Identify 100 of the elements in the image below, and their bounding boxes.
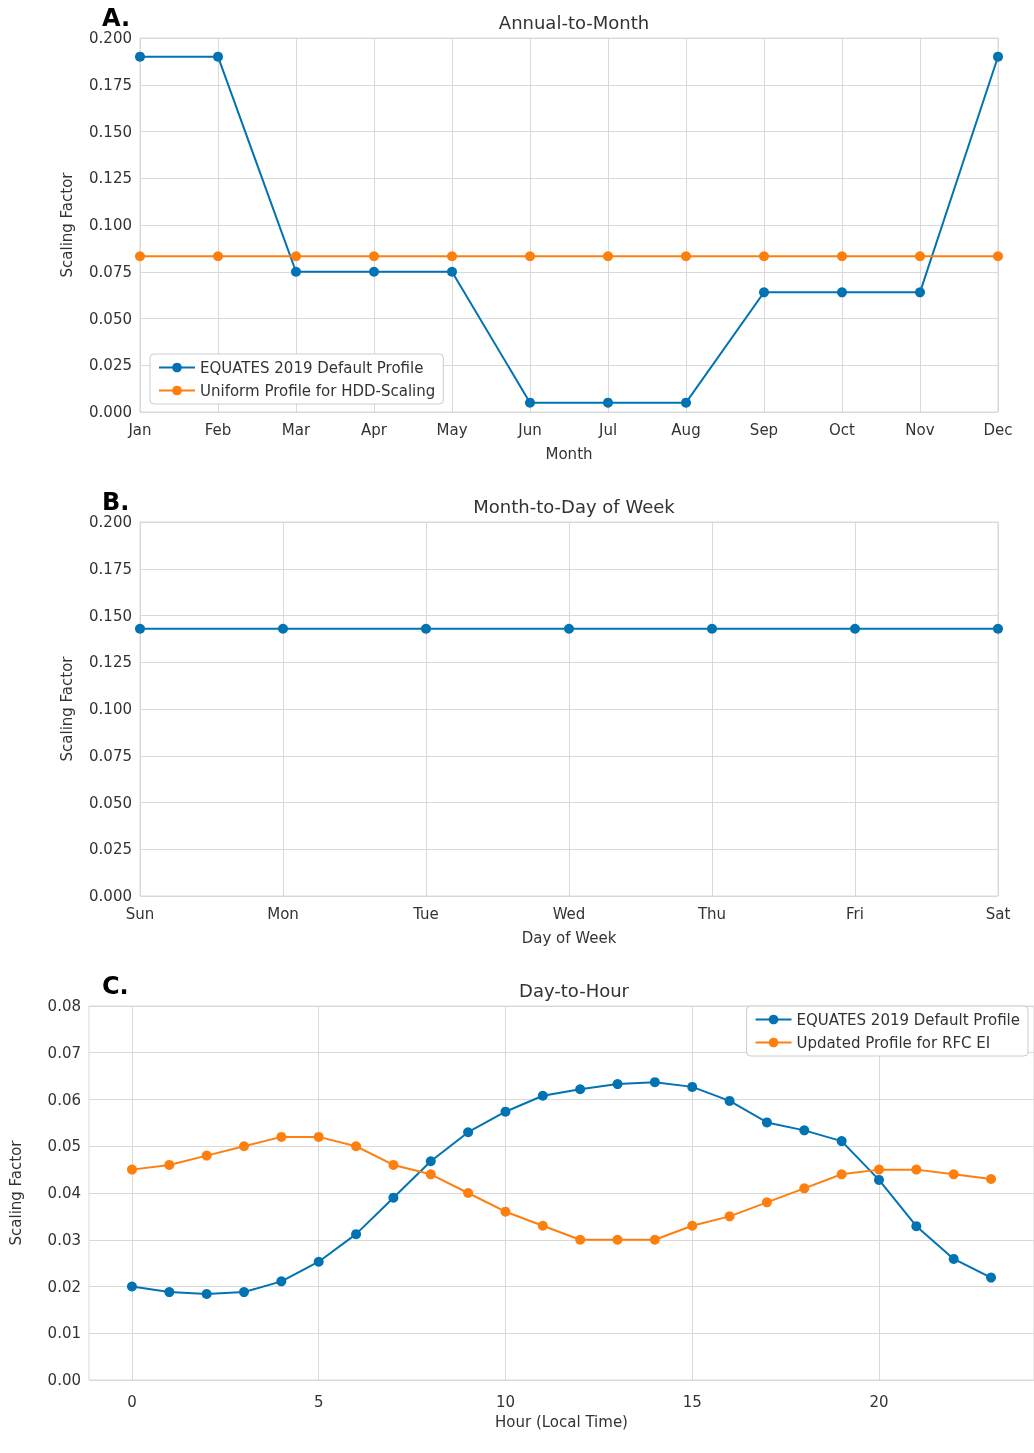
x-tick-label: Sat <box>985 904 1011 923</box>
point <box>986 1272 997 1283</box>
x-tick-label: Jun <box>517 420 542 439</box>
point <box>681 251 691 262</box>
point <box>525 397 535 408</box>
y-tick-label: 0.075 <box>89 746 132 765</box>
text: B. <box>102 488 130 516</box>
point <box>351 1229 362 1240</box>
x-tick-label: 0 <box>127 1392 137 1411</box>
x-tick-label: Dec <box>983 420 1013 439</box>
point <box>799 1183 810 1194</box>
point <box>239 1287 250 1298</box>
text: A. <box>102 4 131 32</box>
y-axis-title: Scaling Factor <box>57 655 76 762</box>
point <box>911 1164 922 1175</box>
point <box>649 1077 660 1088</box>
point <box>874 1174 884 1185</box>
legend-label: EQUATES 2019 Default Profile <box>796 1010 1021 1029</box>
point <box>759 287 769 298</box>
point <box>313 1131 324 1142</box>
y-tick-label: 0.07 <box>47 1043 81 1062</box>
y-tick-label: 0.200 <box>89 513 132 531</box>
point <box>993 251 1003 262</box>
x-tick-label: Sun <box>125 904 155 923</box>
y-tick-label: 0.050 <box>89 309 132 328</box>
point <box>447 251 457 262</box>
point <box>135 51 145 62</box>
point <box>874 1164 884 1175</box>
point <box>291 266 301 277</box>
point <box>761 1117 772 1128</box>
point <box>687 1220 698 1231</box>
y-tick-label: 0.08 <box>47 997 81 1015</box>
point <box>948 1169 959 1180</box>
y-tick-label: 0.100 <box>89 700 132 718</box>
y-axis-title: Scaling Factor <box>57 171 76 278</box>
point <box>291 251 301 262</box>
point <box>276 1131 287 1142</box>
x-tick-label: Nov <box>905 420 935 439</box>
point <box>213 251 223 262</box>
point <box>276 1276 287 1287</box>
chart-title: Day-to-Hour <box>519 979 630 1001</box>
y-tick-label: 0.175 <box>89 75 132 94</box>
point <box>447 266 457 277</box>
point <box>836 1169 847 1180</box>
x-tick-label: Sep <box>749 420 779 439</box>
point <box>239 1141 250 1152</box>
x-tick-label: 10 <box>495 1392 516 1411</box>
x-tick-label: Jul <box>597 420 618 439</box>
point <box>837 287 847 298</box>
point <box>525 251 535 262</box>
point <box>425 1169 436 1180</box>
y-tick-label: 0.03 <box>47 1230 81 1249</box>
chart-title: Month-to-Day of Week <box>473 495 676 517</box>
point <box>837 251 847 262</box>
point <box>213 51 223 62</box>
x-tick-label: Oct <box>829 420 856 439</box>
point <box>201 1150 212 1161</box>
point <box>575 1084 586 1095</box>
point <box>836 1136 847 1147</box>
point <box>135 251 145 262</box>
point <box>463 1127 474 1138</box>
y-axis-title: Scaling Factor <box>6 1139 25 1246</box>
point <box>388 1159 399 1170</box>
text: C. <box>102 972 129 1000</box>
legend-label: Uniform Profile for HDD-Scaling <box>200 381 436 400</box>
y-tick-label: 0.050 <box>89 793 132 812</box>
x-tick-label: Feb <box>204 420 232 439</box>
x-axis-title: Day of Week <box>521 928 617 947</box>
point <box>164 1287 175 1298</box>
point <box>948 1253 959 1264</box>
x-axis-title: Month <box>545 444 593 463</box>
x-tick-label: Thu <box>696 904 727 923</box>
point <box>463 1188 474 1198</box>
y-tick-label: 0.00 <box>47 1371 81 1389</box>
legend-label: EQUATES 2019 Default Profile <box>200 358 424 377</box>
y-tick-label: 0.000 <box>89 887 132 905</box>
point <box>500 1106 511 1117</box>
x-tick-label: 5 <box>313 1392 324 1411</box>
point <box>993 51 1003 62</box>
y-tick-label: 0.01 <box>47 1324 81 1343</box>
y-tick-label: 0.150 <box>89 606 132 625</box>
x-axis-title: Hour (Local Time) <box>495 1412 628 1431</box>
point <box>164 1159 175 1170</box>
y-tick-label: 0.05 <box>47 1137 81 1156</box>
point <box>369 251 379 262</box>
y-tick-label: 0.150 <box>89 122 132 141</box>
y-tick-label: 0.075 <box>89 262 132 281</box>
point <box>612 1234 623 1245</box>
point <box>603 397 613 408</box>
point <box>537 1220 548 1231</box>
y-tick-label: 0.025 <box>89 840 132 859</box>
chart-title: Annual-to-Month <box>498 11 650 33</box>
y-tick-label: 0.000 <box>89 403 132 421</box>
y-tick-label: 0.04 <box>47 1184 81 1202</box>
point <box>537 1090 548 1101</box>
y-tick-label: 0.025 <box>89 356 132 375</box>
x-tick-label: Apr <box>361 420 388 439</box>
x-tick-label: Tue <box>412 904 439 923</box>
y-tick-label: 0.125 <box>89 169 132 188</box>
point <box>759 251 769 262</box>
